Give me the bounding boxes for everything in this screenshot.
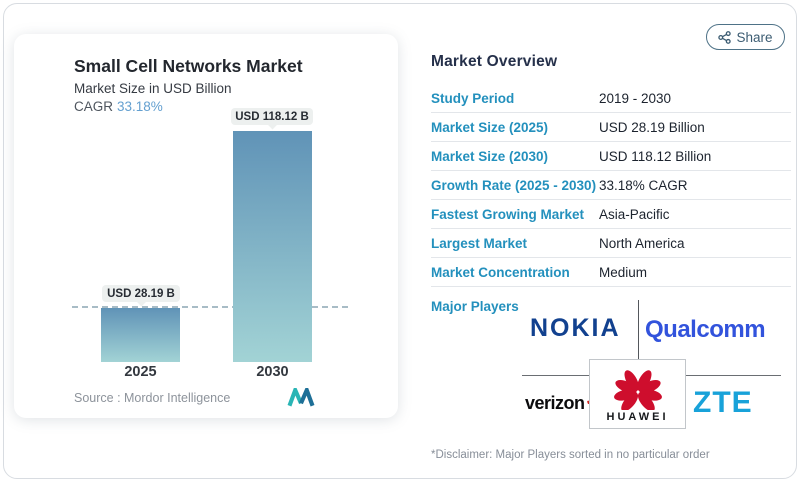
bar-value-badge-2025: USD 28.19 B [102, 285, 180, 302]
row-value: 33.18% CAGR [599, 177, 688, 193]
share-button[interactable]: Share [706, 24, 785, 50]
x-tick-2030: 2030 [256, 364, 289, 380]
qualcomm-logo: Qualcomm [645, 316, 766, 343]
table-row: Market Concentration Medium [431, 258, 791, 287]
row-label: Study Period [431, 90, 515, 106]
row-value: USD 118.12 Billion [599, 148, 712, 164]
disclaimer-text: *Disclaimer: Major Players sorted in no … [431, 449, 710, 461]
row-label: Market Size (2030) [431, 148, 549, 164]
table-row: Growth Rate (2025 - 2030) 33.18% CAGR [431, 171, 791, 200]
row-label: Largest Market [431, 235, 528, 251]
row-label: Market Concentration [431, 264, 570, 280]
table-row: Study Period 2019 - 2030 [431, 84, 791, 113]
table-row: Fastest Growing Market Asia-Pacific [431, 200, 791, 229]
row-value: 2019 - 2030 [599, 90, 672, 106]
huawei-wordmark: HUAWEI [606, 411, 669, 423]
reference-dashed-line [72, 306, 348, 308]
bar-2030 [233, 131, 312, 362]
table-row: Largest Market North America [431, 229, 791, 258]
major-players-label: Major Players [431, 299, 519, 314]
row-value: Medium [599, 264, 648, 280]
row-value: USD 28.19 Billion [599, 119, 705, 135]
cagr-row: CAGR 33.18% [74, 99, 163, 114]
overview-table: Study Period 2019 - 2030 Market Size (20… [431, 84, 791, 287]
share-button-label: Share [736, 29, 773, 45]
x-tick-2025: 2025 [124, 364, 157, 380]
logo-vertical-divider [638, 300, 639, 359]
infographic-card: Small Cell Networks Market Market Size i… [3, 3, 797, 479]
table-row: Market Size (2025) USD 28.19 Billion [431, 113, 791, 142]
row-value: Asia-Pacific [599, 206, 670, 222]
row-label: Growth Rate (2025 - 2030) [431, 177, 597, 193]
overview-heading: Market Overview [431, 53, 558, 70]
bar-value-badge-2030: USD 118.12 B [231, 108, 313, 125]
chart-title: Small Cell Networks Market [74, 56, 303, 76]
chart-subtitle: Market Size in USD Billion [74, 81, 232, 96]
verizon-logo: verizon✓ [525, 393, 596, 414]
table-row: Market Size (2030) USD 118.12 Billion [431, 142, 791, 171]
zte-logo: ZTE [693, 386, 753, 419]
row-value: North America [599, 235, 685, 251]
cagr-label: CAGR [74, 99, 114, 114]
verizon-wordmark: verizon [525, 393, 585, 413]
source-text: Source : Mordor Intelligence [74, 391, 231, 405]
row-label: Fastest Growing Market [431, 206, 585, 222]
bar-2025 [101, 308, 180, 362]
mordor-intelligence-logo-icon [287, 384, 315, 412]
huawei-logo: HUAWEI [589, 359, 686, 429]
share-icon [718, 30, 732, 44]
huawei-flower-icon [611, 368, 665, 410]
row-label: Market Size (2025) [431, 119, 549, 135]
nokia-logo: NOKIA [530, 314, 621, 342]
chart-panel: Small Cell Networks Market Market Size i… [14, 34, 398, 418]
cagr-value: 33.18% [117, 99, 163, 114]
